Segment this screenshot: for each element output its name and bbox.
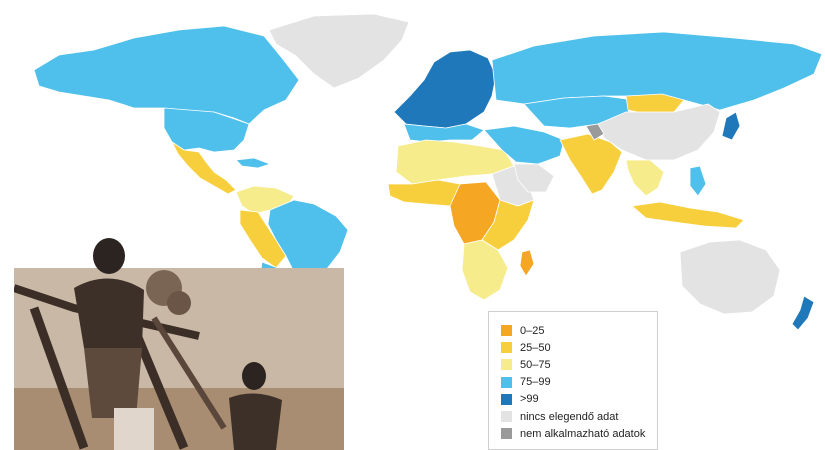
world-map-frame (14, 0, 825, 450)
legend-item: nem alkalmazható adatok (501, 425, 657, 442)
region-japan (721, 111, 741, 141)
region-indonesia (631, 201, 745, 229)
region-caribbean (235, 157, 271, 169)
legend-swatch (501, 359, 512, 371)
legend-label: nincs elegendő adat (520, 410, 619, 423)
legend-label: 50–75 (520, 358, 551, 371)
region-new-zealand (791, 295, 815, 331)
region-south-asia (559, 133, 623, 195)
legend-swatch (501, 342, 512, 354)
legend-label: nem alkalmazható adatok (520, 427, 646, 440)
legend-label: 25–50 (520, 341, 551, 354)
region-greenland (268, 13, 410, 89)
legend-item: nincs elegendő adat (501, 408, 657, 425)
legend-label: 75–99 (520, 376, 551, 389)
region-mexico (171, 141, 237, 195)
legend-swatch (501, 393, 512, 405)
region-east-africa (481, 199, 535, 251)
legend-item: >99 (501, 391, 657, 408)
region-madagascar (519, 249, 535, 277)
region-middle-east (483, 125, 565, 165)
region-philippines (689, 165, 707, 197)
region-southeast-asia (625, 159, 665, 197)
region-arabia (513, 163, 555, 193)
legend-item: 0–25 (501, 322, 657, 339)
region-europe (393, 49, 497, 129)
legend-swatch (501, 411, 512, 423)
legend-item: 50–75 (501, 356, 657, 373)
world-map (33, 13, 823, 347)
photo-inset (14, 238, 344, 450)
region-usa (163, 107, 250, 153)
region-china (597, 103, 721, 161)
region-southern-europe (403, 123, 485, 143)
map-legend: 0–25 25–50 50–75 75–99 >99 nincs elegend… (488, 311, 658, 450)
legend-label: >99 (520, 393, 539, 406)
region-southern-africa (461, 239, 509, 301)
legend-item: 25–50 (501, 339, 657, 356)
legend-swatch (501, 325, 512, 337)
legend-label: 0–25 (520, 324, 545, 337)
legend-swatch (501, 428, 512, 440)
region-not-applicable (585, 123, 605, 141)
legend-swatch (501, 376, 512, 388)
region-canada (33, 25, 300, 125)
region-australia (679, 239, 781, 315)
legend-item: 75–99 (501, 374, 657, 391)
